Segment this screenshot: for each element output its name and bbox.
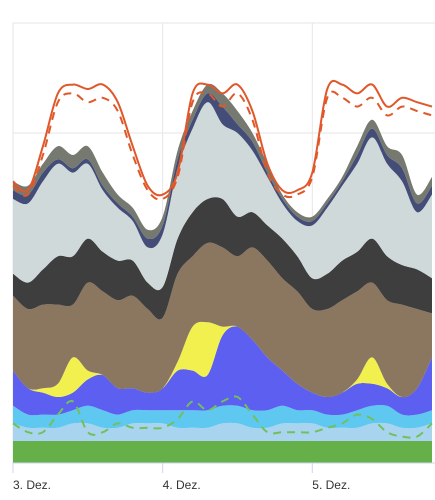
line-series-1 — [12, 79, 433, 197]
area-series-4 — [13, 326, 433, 416]
area-series-7 — [13, 197, 433, 320]
x-tick-label: 3. Dez. — [13, 478, 51, 492]
x-tick-label: 5. Dez. — [312, 478, 350, 492]
area-series-group — [13, 83, 433, 463]
line-series-3 — [12, 395, 433, 439]
area-series-9 — [13, 93, 433, 249]
area-series-10 — [13, 83, 433, 240]
x-axis: 3. Dez. 4. Dez. 5. Dez. — [12, 462, 435, 492]
line-series-2 — [12, 90, 433, 201]
area-series-1 — [13, 441, 433, 463]
area-series-5 — [13, 321, 433, 398]
area-series-2 — [13, 422, 433, 441]
line-series-group — [12, 79, 433, 439]
area-series-8 — [13, 102, 433, 291]
area-series-6 — [13, 242, 433, 398]
x-tick-label: 4. Dez. — [163, 478, 201, 492]
